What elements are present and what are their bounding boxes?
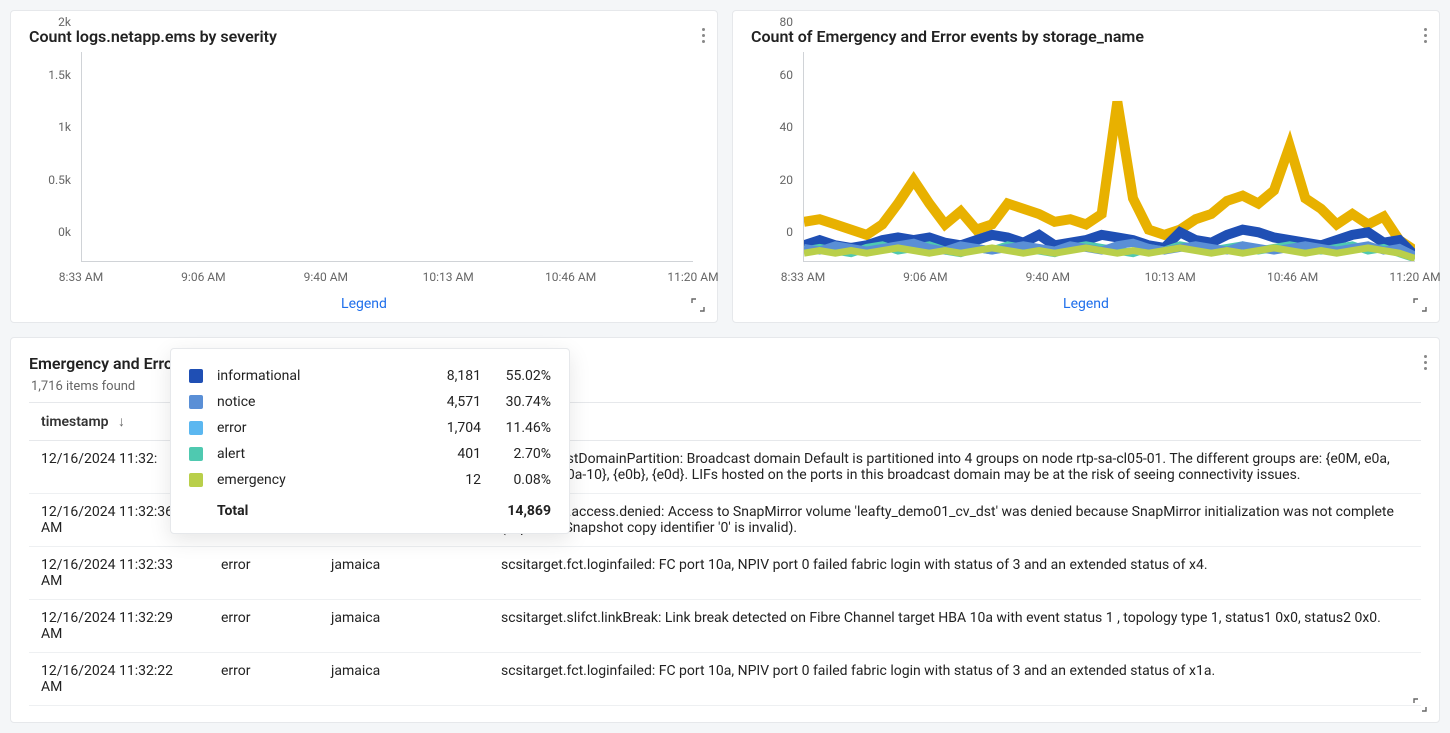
panel-menu-button[interactable] xyxy=(702,25,705,46)
legend-row[interactable]: informational8,18155.02% xyxy=(189,363,551,389)
legend-row[interactable]: emergency120.08% xyxy=(189,467,551,493)
cell-severity: error xyxy=(209,600,319,653)
series-line[interactable] xyxy=(804,102,1415,251)
legend-label: error xyxy=(217,420,411,436)
bar-chart-panel: Count logs.netapp.ems by severity 0k0.5k… xyxy=(10,10,718,323)
legend-percent: 55.02% xyxy=(481,368,551,384)
cell-message: scsitarget.fct.loginfailed: FC port 10a,… xyxy=(489,547,1421,600)
legend-swatch xyxy=(189,447,203,461)
cell-storage: jamaica xyxy=(319,653,489,706)
line-chart-panel: Count of Emergency and Error events by s… xyxy=(732,10,1440,323)
cell-timestamp: 12/16/2024 11:32:29 AM xyxy=(29,600,209,653)
table-row[interactable]: 12/16/2024 11:32:22 AMerrorjamaicascsita… xyxy=(29,653,1421,706)
cell-timestamp: 12/16/2024 11:32:22 AM xyxy=(29,653,209,706)
legend-toggle[interactable]: Legend xyxy=(751,296,1421,312)
legend-swatch xyxy=(189,473,203,487)
cell-timestamp: 12/16/2024 11:32:33 AM xyxy=(29,547,209,600)
legend-percent: 30.74% xyxy=(481,394,551,410)
legend-count: 8,181 xyxy=(411,368,481,384)
legend-percent: 0.08% xyxy=(481,472,551,488)
legend-swatch xyxy=(189,369,203,383)
legend-swatch xyxy=(189,395,203,409)
cell-storage: jamaica xyxy=(319,547,489,600)
legend-label: alert xyxy=(217,446,411,462)
cell-severity: error xyxy=(209,547,319,600)
panel-title: Count logs.netapp.ems by severity xyxy=(29,27,699,46)
legend-label: emergency xyxy=(217,472,411,488)
legend-label: notice xyxy=(217,394,411,410)
table-row[interactable]: 12/16/2024 11:32:33 AMerrorjamaicascsita… xyxy=(29,547,1421,600)
legend-swatch xyxy=(189,421,203,435)
legend-row[interactable]: alert4012.70% xyxy=(189,441,551,467)
legend-total-value: 14,869 xyxy=(411,503,551,519)
cell-message: scsitarget.fct.loginfailed: FC port 10a,… xyxy=(489,653,1421,706)
panel-title: Count of Emergency and Error events by s… xyxy=(751,27,1421,46)
table-row[interactable]: 12/16/2024 11:32:29 AMerrorjamaicascsita… xyxy=(29,600,1421,653)
legend-count: 4,571 xyxy=(411,394,481,410)
panel-menu-button[interactable] xyxy=(1424,352,1427,373)
legend-count: 1,704 xyxy=(411,420,481,436)
bar-chart: 0k0.5k1k1.5k2k 8:33 AM9:06 AM9:40 AM10:1… xyxy=(29,52,699,292)
legend-label: informational xyxy=(217,368,411,384)
cell-message: scsitarget.slifct.linkBreak: Link break … xyxy=(489,600,1421,653)
legend-toggle[interactable]: Legend xyxy=(29,296,699,312)
legend-count: 12 xyxy=(411,472,481,488)
col-header-message[interactable]: message xyxy=(489,403,1421,441)
expand-icon[interactable] xyxy=(1413,698,1427,712)
panel-menu-button[interactable] xyxy=(1424,25,1427,46)
sort-desc-icon: ↓ xyxy=(118,414,125,430)
expand-icon[interactable] xyxy=(1413,298,1427,312)
cell-message: vifmgr.bcastDomainPartition: Broadcast d… xyxy=(489,441,1421,494)
legend-percent: 11.46% xyxy=(481,420,551,436)
legend-total-label: Total xyxy=(217,503,411,519)
expand-icon[interactable] xyxy=(691,298,705,312)
cell-message: wafl.mirror.access.denied: Access to Sna… xyxy=(489,494,1421,547)
legend-popover: informational8,18155.02%notice4,57130.74… xyxy=(170,348,570,534)
legend-row[interactable]: notice4,57130.74% xyxy=(189,389,551,415)
line-chart: 020406080 8:33 AM9:06 AM9:40 AM10:13 AM1… xyxy=(751,52,1421,292)
legend-percent: 2.70% xyxy=(481,446,551,462)
legend-count: 401 xyxy=(411,446,481,462)
cell-severity: error xyxy=(209,653,319,706)
cell-storage: jamaica xyxy=(319,600,489,653)
legend-row[interactable]: error1,70411.46% xyxy=(189,415,551,441)
col-header-label: timestamp xyxy=(41,414,109,430)
